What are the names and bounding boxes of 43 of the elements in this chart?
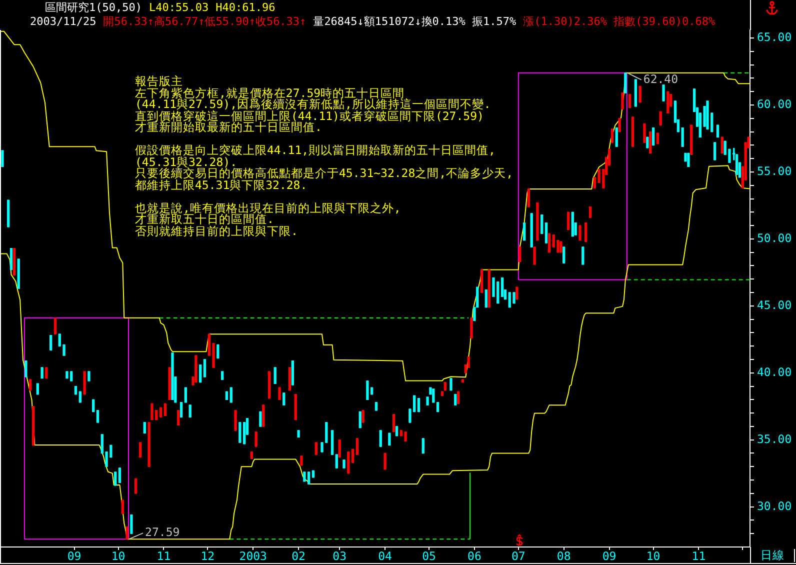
- y-tick-label: 65.00: [757, 30, 792, 44]
- text: H40:61.96: [216, 1, 276, 14]
- annotation: 才重新開始取最新的五十日區間值.: [135, 120, 322, 134]
- x-tick-label: 11: [692, 548, 706, 563]
- x-tick-label: 10: [111, 548, 126, 563]
- annotation: 左下角紫色方框,就是價格在27.59時的五十日區間: [135, 86, 405, 100]
- y-tick-label: 45.00: [757, 298, 792, 312]
- chart-subtitle: 2003/11/25: [30, 15, 96, 28]
- chart-title: 區間研究1(50,50): [45, 1, 142, 14]
- y-tick-label: 30.00: [757, 498, 792, 513]
- x-tick-label: 09: [67, 548, 82, 563]
- x-tick-label: 07: [511, 548, 526, 563]
- text: 量26845↓額151072↓換0.13% 振1.57%: [313, 15, 516, 28]
- menu-button: 日線: [751, 549, 795, 562]
- x-tick-label: 04: [378, 548, 392, 563]
- text: L40:55.03: [148, 1, 209, 14]
- text: 漲(1.30)2.36% 指數(39.60)0.68%: [523, 15, 716, 28]
- annotation: 假設價格是向上突破上限44.11,則以當日開始取新的五十日區間值,: [135, 143, 496, 157]
- annotation: 否則就維持目前的上限與下限.: [135, 224, 298, 238]
- x-tick-label: 10: [646, 548, 660, 563]
- y-tick-label: 50.00: [757, 230, 792, 245]
- x-tick-label: 02: [292, 548, 306, 563]
- x-tick-label: 2003: [239, 548, 268, 563]
- x-tick-label: 06: [468, 548, 482, 563]
- text: 開56.33↑高56.77↑低55.90↑收56.33↑: [103, 15, 306, 28]
- y-tick-label: 35.00: [757, 432, 792, 446]
- x-tick-label: 03: [332, 548, 347, 563]
- annotation: 27.59: [145, 525, 180, 540]
- annotation: (45.31與32.28).: [135, 154, 238, 168]
- y-tick-label: 40.00: [757, 364, 792, 379]
- x-tick-label: 12: [200, 548, 215, 563]
- y-tick-label: 55.00: [757, 164, 792, 178]
- annotation: 都維持上限45.31與下限32.28.: [135, 178, 308, 192]
- annotation: 也就是說,唯有價格出現在目前的上限與下限之外,: [135, 200, 401, 214]
- y-tick-label: 60.00: [757, 96, 792, 111]
- annotation: 報告版主: [135, 74, 183, 88]
- x-tick-label: 09: [602, 548, 616, 563]
- x-tick-label: 05: [422, 548, 436, 563]
- annotation: 只要後續交易日的價格高低點都是介于45.31~32.28之間,不論多少天,: [135, 166, 514, 180]
- x-tick-label: 08: [556, 548, 571, 563]
- annotation: 62.40: [643, 72, 678, 86]
- x-tick-label: 11: [156, 548, 171, 563]
- annotation: 直到價格穿破這一個區間上限(44.11)或者穿破區間下限(27.59): [135, 108, 484, 122]
